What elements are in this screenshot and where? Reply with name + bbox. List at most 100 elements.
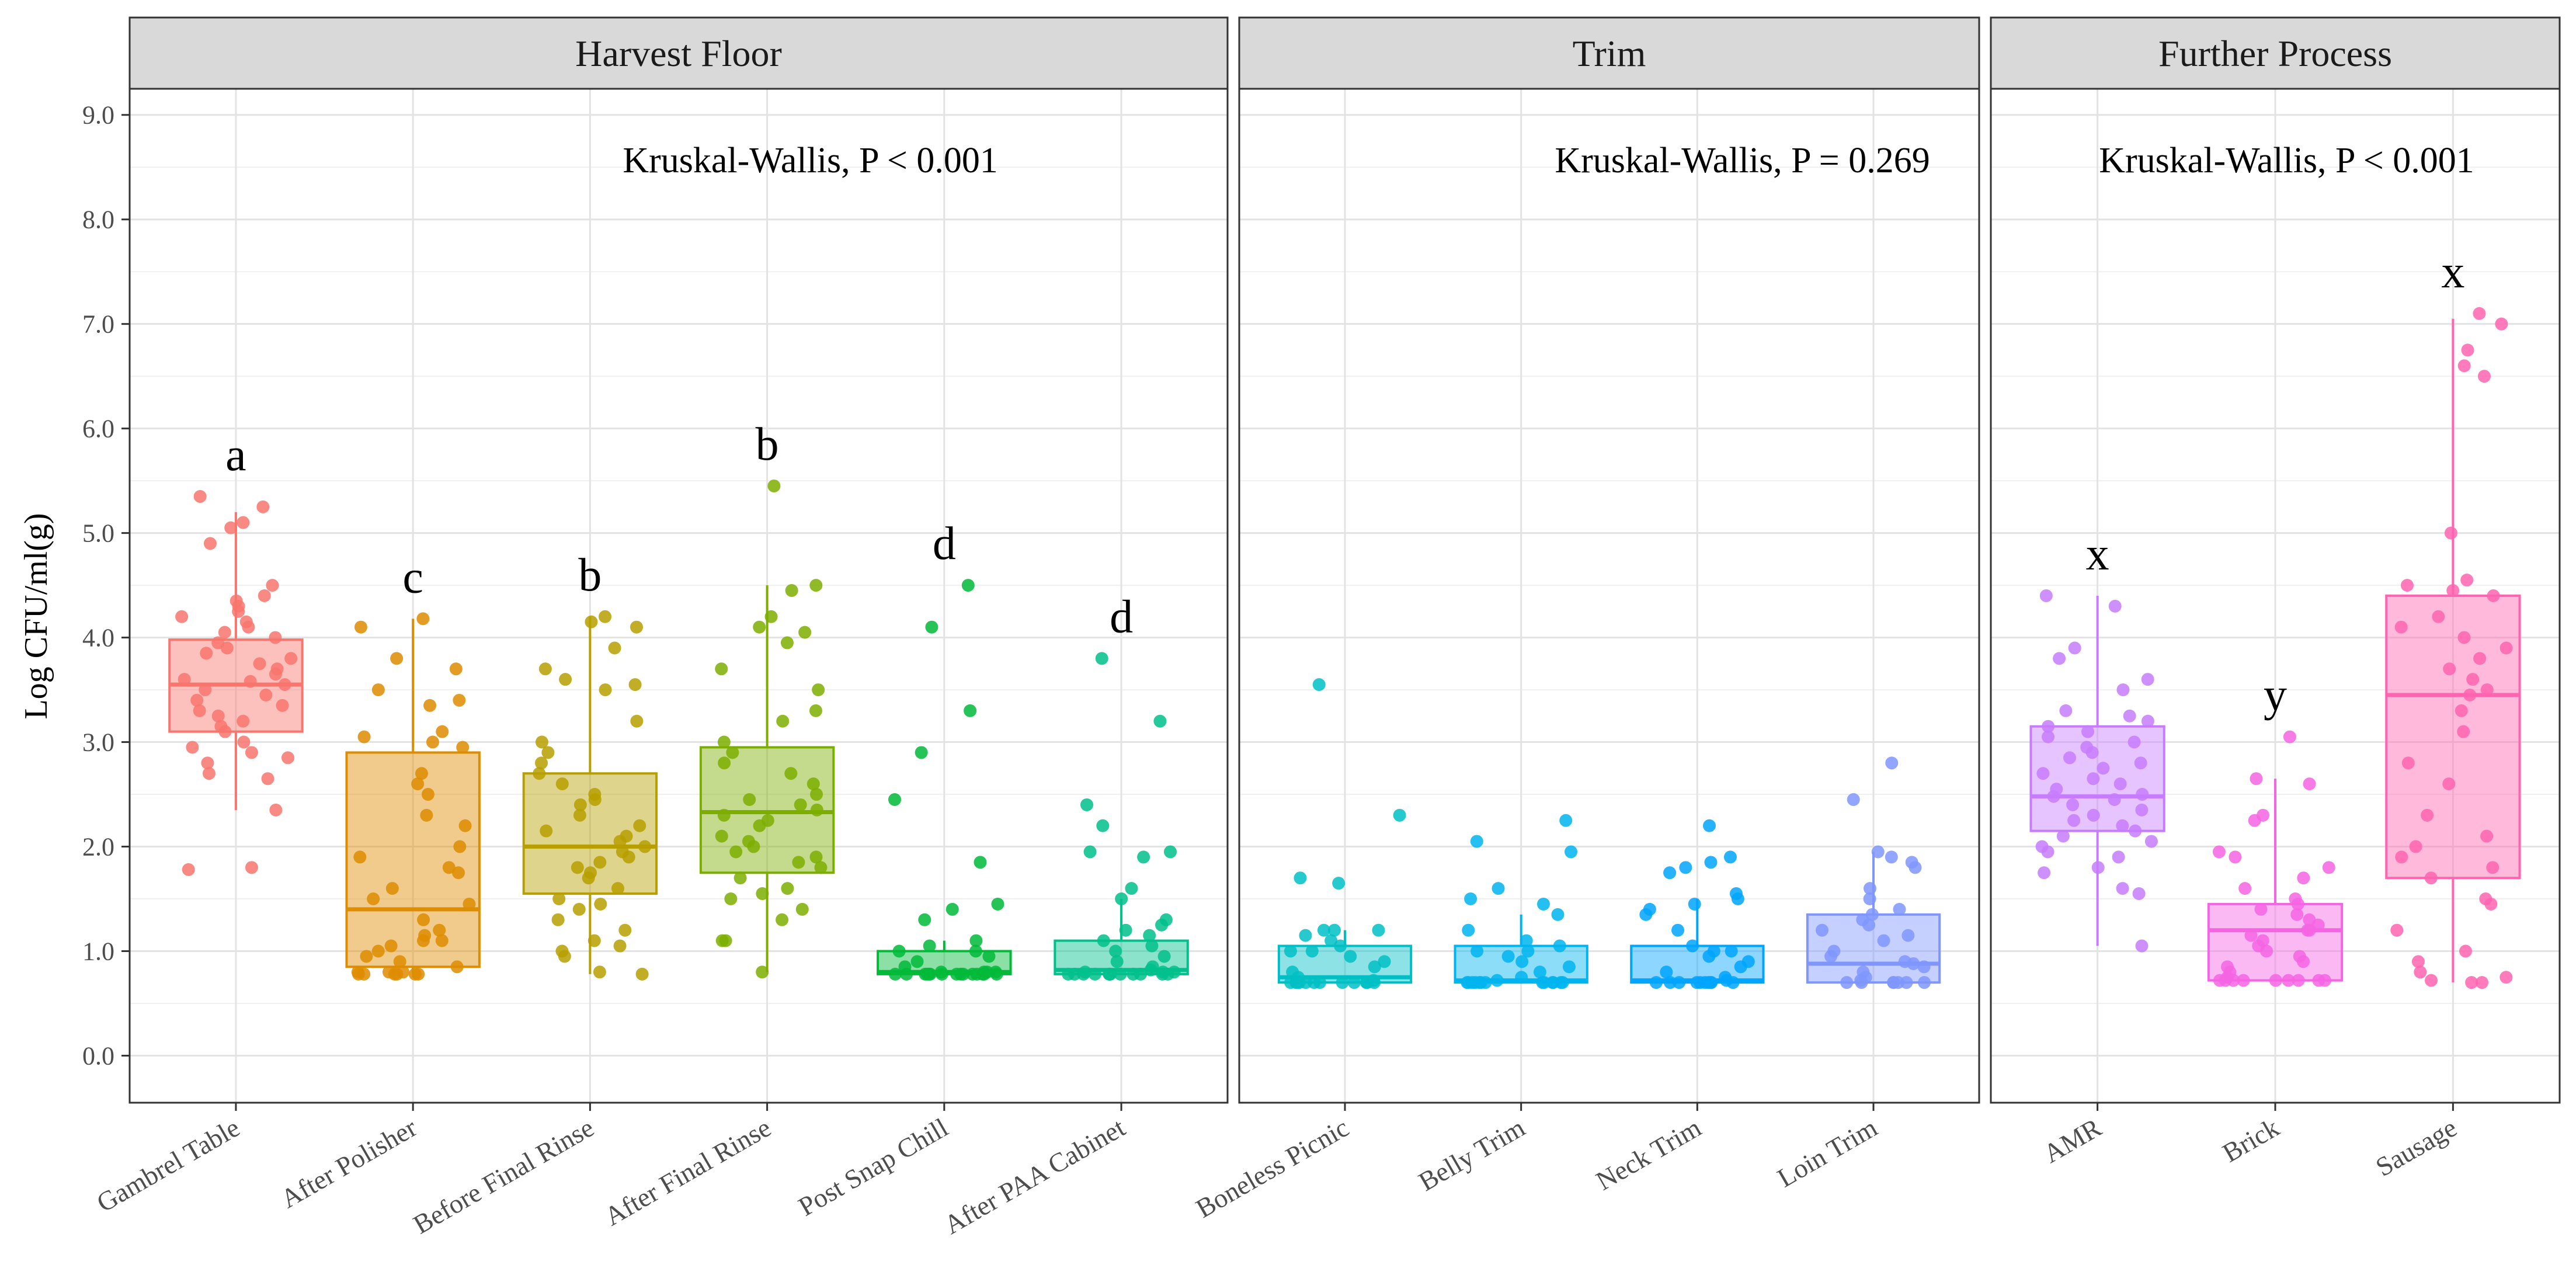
- data-point: [449, 662, 463, 676]
- data-point: [809, 704, 822, 717]
- data-point: [806, 777, 820, 791]
- data-point: [888, 793, 902, 806]
- data-point: [573, 798, 587, 811]
- data-point: [1125, 882, 1138, 895]
- data-point: [910, 955, 924, 968]
- data-point: [1083, 845, 1097, 859]
- data-point: [1865, 908, 1879, 921]
- data-point: [2113, 777, 2127, 791]
- data-point: [1863, 892, 1876, 906]
- data-point: [2499, 641, 2513, 655]
- data-point: [2213, 974, 2226, 987]
- data-point: [1688, 897, 1701, 911]
- data-point: [753, 819, 766, 832]
- data-point: [1536, 897, 1550, 911]
- data-point: [1479, 976, 1492, 989]
- data-point: [798, 626, 812, 639]
- data-point: [961, 579, 975, 592]
- data-point: [2409, 840, 2422, 853]
- data-point: [2129, 824, 2142, 838]
- data-point: [357, 967, 371, 981]
- data-point: [810, 788, 823, 801]
- data-point: [900, 967, 913, 981]
- data-point: [2473, 652, 2487, 665]
- data-point: [2108, 793, 2121, 806]
- data-point: [2134, 756, 2147, 770]
- y-tick-label: 6.0: [82, 415, 114, 443]
- data-point: [384, 939, 398, 953]
- data-point: [2269, 974, 2282, 987]
- data-point: [969, 944, 982, 958]
- data-point: [415, 767, 428, 780]
- data-point: [2127, 735, 2141, 749]
- data-point: [2459, 944, 2472, 958]
- data-point: [888, 967, 902, 981]
- y-tick-label: 3.0: [82, 728, 114, 757]
- data-point: [2395, 850, 2408, 864]
- data-point: [1649, 976, 1663, 989]
- data-point: [950, 967, 964, 981]
- data-point: [2042, 720, 2055, 733]
- y-axis-title: Log CFU/ml(g): [18, 513, 54, 719]
- data-point: [420, 808, 433, 822]
- data-point: [242, 620, 255, 634]
- data-point: [2414, 965, 2427, 979]
- data-point: [408, 967, 422, 981]
- data-point: [2042, 730, 2055, 744]
- data-point: [915, 746, 928, 759]
- data-point: [2290, 908, 2304, 921]
- data-point: [190, 693, 204, 707]
- data-point: [599, 683, 612, 697]
- data-point: [269, 668, 282, 681]
- data-point: [201, 756, 214, 770]
- data-point: [1686, 939, 1699, 953]
- data-point: [2123, 709, 2136, 722]
- data-point: [2457, 725, 2470, 738]
- data-point: [982, 950, 996, 963]
- data-point: [2394, 620, 2408, 634]
- data-point: [923, 939, 936, 953]
- data-point: [2237, 974, 2250, 987]
- data-point: [2116, 882, 2129, 895]
- data-point: [1702, 950, 1716, 963]
- data-point: [2132, 887, 2146, 901]
- data-point: [2424, 871, 2438, 885]
- data-point: [753, 620, 766, 634]
- data-point: [1077, 967, 1090, 981]
- data-point: [1556, 976, 1569, 989]
- data-point: [421, 788, 434, 801]
- data-point: [1639, 908, 1653, 921]
- data-point: [1290, 976, 1303, 989]
- data-point: [1862, 918, 1876, 932]
- data-point: [2444, 526, 2457, 540]
- data-point: [964, 704, 977, 717]
- data-point: [2318, 974, 2331, 987]
- y-tick-label: 8.0: [82, 206, 114, 234]
- data-point: [2486, 861, 2499, 874]
- data-point: [1725, 944, 1738, 958]
- data-point: [203, 537, 217, 550]
- data-point: [573, 808, 586, 822]
- data-point: [618, 923, 632, 937]
- data-point: [559, 673, 572, 686]
- significance-letter: c: [402, 551, 423, 603]
- data-point: [2421, 808, 2434, 822]
- data-point: [2087, 772, 2100, 786]
- data-point: [743, 793, 756, 806]
- data-point: [1312, 678, 1326, 692]
- data-point: [2038, 866, 2051, 880]
- data-point: [182, 863, 195, 876]
- data-point: [2446, 584, 2460, 597]
- data-point: [2085, 746, 2099, 759]
- data-point: [717, 808, 731, 822]
- data-point: [552, 892, 566, 906]
- data-point: [1462, 923, 1475, 937]
- data-point: [809, 579, 823, 592]
- data-point: [199, 683, 212, 697]
- data-point: [357, 730, 371, 744]
- y-tick-label: 5.0: [82, 519, 114, 548]
- data-point: [1327, 923, 1341, 937]
- data-point: [628, 678, 642, 692]
- data-point: [1068, 967, 1081, 981]
